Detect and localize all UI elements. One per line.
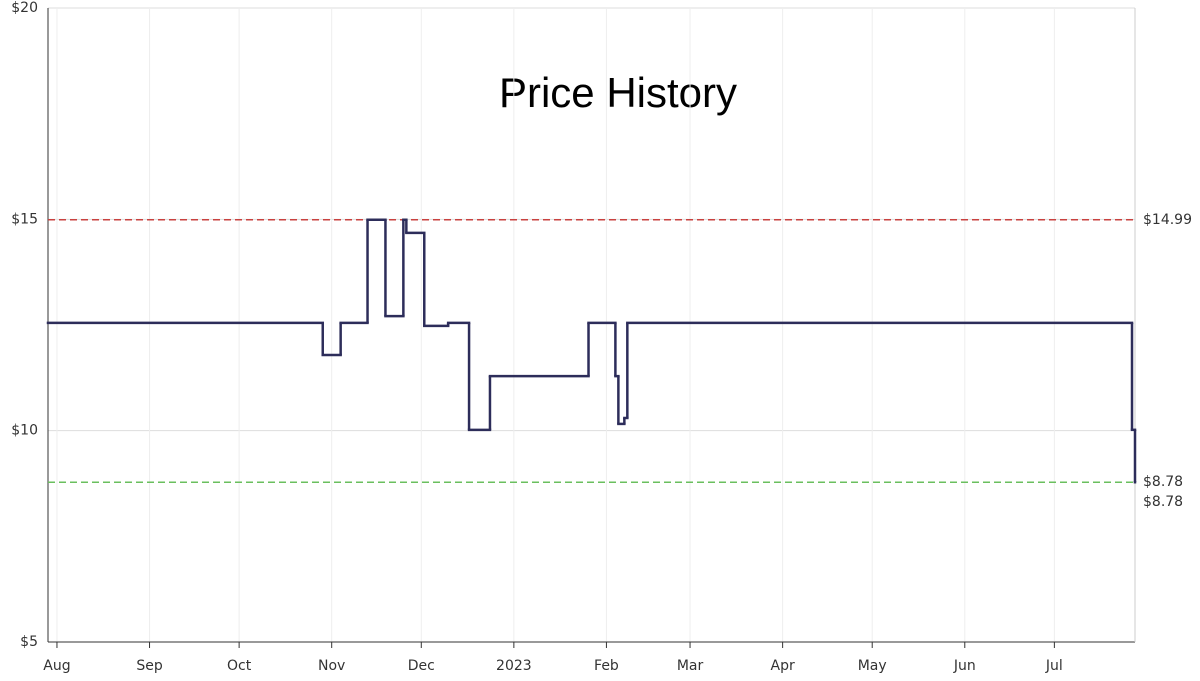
reference-label: $14.99 (1143, 212, 1192, 228)
reference-label: $8.78 (1143, 474, 1183, 490)
chart-title: Price History (499, 69, 737, 116)
x-tick-label: Aug (43, 658, 70, 674)
x-tick-label: Oct (227, 658, 252, 674)
x-tick-label: Feb (594, 658, 619, 674)
x-tick-label: Apr (771, 658, 795, 674)
x-tick-label: Mar (677, 658, 704, 674)
y-tick-label: $15 (11, 211, 38, 227)
x-tick-label: May (858, 658, 887, 674)
y-tick-label: $10 (11, 423, 38, 439)
current-price-label: $8.78 (1143, 494, 1183, 510)
x-tick-label: Sep (136, 658, 163, 674)
y-tick-label: $20 (11, 0, 38, 16)
x-tick-label: Jul (1045, 658, 1063, 674)
y-tick-label: $5 (20, 634, 38, 650)
x-tick-label: 2023 (496, 658, 532, 674)
x-tick-label: Dec (408, 658, 435, 674)
x-tick-label: Nov (318, 658, 345, 674)
x-tick-label: Jun (953, 658, 976, 674)
